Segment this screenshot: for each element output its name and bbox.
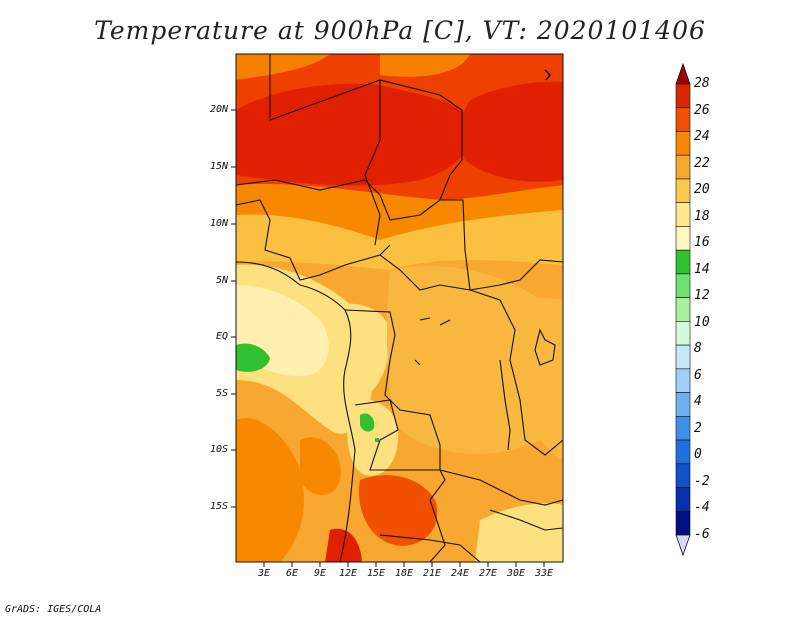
colorbar-segment (675, 487, 691, 512)
colorbar-segment (675, 392, 691, 417)
border-north (269, 54, 471, 291)
colorbar-segment (675, 297, 691, 322)
colorbar-segment (675, 368, 691, 393)
boundaries (236, 54, 563, 562)
field-sahara-28a (236, 83, 473, 186)
colorbar-label: 12 (694, 288, 710, 304)
border-congo (344, 309, 441, 470)
lon-label-3e: 3E (257, 568, 271, 579)
colorbar-segment (675, 344, 691, 370)
lat-label-15s: 15S (209, 501, 228, 512)
lon-label-27e: 27E (478, 568, 498, 579)
colorbar-segment (675, 178, 691, 203)
colorbar-segment (675, 154, 691, 180)
colorbar-segment (675, 249, 691, 275)
field-se-18 (475, 503, 563, 562)
field-north-24 (236, 54, 330, 80)
lat-label-5s: 5S (215, 388, 228, 399)
border-zambia (439, 469, 563, 506)
border-great-lakes (469, 289, 563, 456)
colorbar-segment (675, 131, 691, 156)
field-sahara-28b (459, 81, 563, 182)
field-green-angola (360, 413, 375, 432)
field-angola-18 (347, 398, 399, 476)
map-frame (235, 53, 564, 563)
lon-label-12e: 12E (338, 568, 358, 579)
border-nigeria (236, 199, 391, 281)
colorbar-top-triangle (675, 62, 691, 85)
lon-label-9e: 9E (313, 568, 327, 579)
colorbar (675, 62, 691, 557)
field-plume-26 (359, 475, 438, 546)
border-sahel (236, 179, 441, 221)
colorbar-segment (675, 321, 691, 346)
colorbar-segment (675, 510, 691, 536)
colorbar-segment (675, 226, 691, 251)
field-gabon-18 (338, 303, 391, 396)
colorbar-label: -6 (694, 527, 710, 542)
lat-label-eq: EQ (215, 331, 228, 342)
field-sw-24b (300, 437, 341, 495)
field-green-atlantic (236, 343, 270, 372)
colorbar-label: -2 (694, 473, 710, 489)
field-congo-22 (387, 266, 540, 454)
colorbar-label: 28 (694, 76, 710, 91)
lat-label-10s: 10S (209, 444, 228, 455)
lake-tanganyika (499, 359, 511, 451)
colorbar-segment (675, 439, 691, 465)
colorbar-label: 4 (694, 394, 702, 410)
border-angola (354, 399, 446, 562)
lat-label-10n: 10N (209, 218, 228, 229)
colorbar-segment (675, 416, 691, 441)
credit-text: GrADS: IGES/COLA (5, 604, 102, 615)
temperature-field (236, 54, 563, 562)
border-moz (489, 509, 563, 531)
lon-label-21e: 21E (422, 568, 442, 579)
lon-label-30e: 30E (506, 568, 526, 579)
colorbar-segment (675, 83, 691, 109)
colorbar-label: 20 (694, 182, 710, 198)
colorbar-segment (675, 273, 691, 298)
colorbar-label: -4 (694, 500, 710, 516)
colorbar-label: 16 (694, 235, 710, 251)
colorbar-label: 22 (694, 155, 710, 171)
border-niger-chad (364, 80, 381, 246)
lake-victoria (534, 328, 556, 366)
colorbar-label: 0 (694, 447, 702, 463)
field-north-24b (380, 54, 470, 77)
colorbar-label: 8 (694, 341, 702, 357)
colorbar-label: 6 (694, 367, 702, 383)
lon-label-18e: 18E (394, 568, 414, 579)
lat-label-15n: 15N (209, 161, 228, 172)
lon-label-15e: 15E (366, 568, 386, 579)
colorbar-segment (675, 463, 691, 488)
colorbar-label: 10 (694, 314, 710, 330)
lat-ticks (231, 109, 236, 508)
colorbar-label: 18 (694, 208, 710, 224)
lat-label-20n: 20N (209, 104, 228, 115)
field-green-dot (375, 438, 379, 442)
coast-redsea (544, 69, 552, 81)
figure-title: Temperature at 900hPa [C], VT: 202010140… (94, 16, 706, 45)
colorbar-label: 2 (694, 420, 702, 436)
lat-label-5n: 5N (215, 275, 228, 286)
colorbar-label: 24 (694, 129, 710, 145)
lon-ticks (263, 562, 545, 567)
coastline-west (236, 261, 356, 562)
colorbar-segment (675, 202, 691, 227)
colorbar-bottom-triangle (675, 534, 691, 557)
lon-label-33e: 33E (534, 568, 554, 579)
colorbar-segment (675, 107, 691, 132)
field-east-22 (520, 297, 563, 460)
border-namibia (379, 534, 481, 562)
colorbar-label: 14 (694, 261, 710, 277)
colorbar-label: 26 (694, 102, 710, 118)
lon-label-24e: 24E (450, 568, 470, 579)
field-sw-24 (236, 418, 304, 562)
lon-label-6e: 6E (285, 568, 299, 579)
river-congo (414, 317, 451, 366)
